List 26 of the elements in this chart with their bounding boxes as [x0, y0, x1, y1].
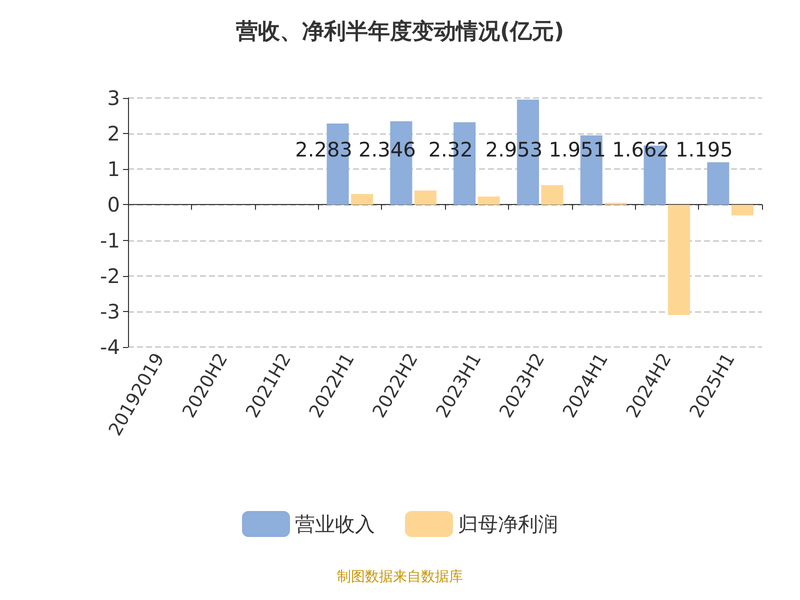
data-label: 1.662 — [612, 138, 670, 162]
y-tick-label: 0 — [107, 192, 120, 217]
y-tick-label: -3 — [100, 299, 120, 324]
bar — [351, 194, 374, 205]
y-tick-label: -2 — [100, 264, 120, 288]
y-tick-label: 1 — [107, 157, 120, 182]
bar — [541, 185, 564, 205]
bar — [478, 196, 500, 205]
bar — [707, 162, 730, 205]
data-label: 2.32 — [428, 138, 473, 162]
y-tick-label: 2 — [107, 122, 120, 146]
data-label: 2.953 — [485, 138, 543, 162]
data-label: 2.283 — [295, 138, 352, 162]
y-tick-label: 3 — [107, 86, 120, 110]
y-tick-label: -1 — [100, 228, 120, 252]
legend-label: 归母净利润 — [458, 512, 558, 536]
data-label: 2.346 — [358, 138, 416, 162]
bar — [731, 204, 754, 216]
data-label: 1.951 — [548, 138, 606, 162]
data-label: 1.195 — [676, 138, 733, 162]
bar — [668, 204, 690, 315]
chart-title: 营收、净利半年度变动情况(亿元) — [234, 18, 564, 44]
y-tick-label: -4 — [100, 335, 120, 359]
bar — [414, 190, 436, 205]
text: 制图数据来自数据库 — [337, 569, 463, 585]
legend-label: 营业收入 — [295, 512, 375, 536]
